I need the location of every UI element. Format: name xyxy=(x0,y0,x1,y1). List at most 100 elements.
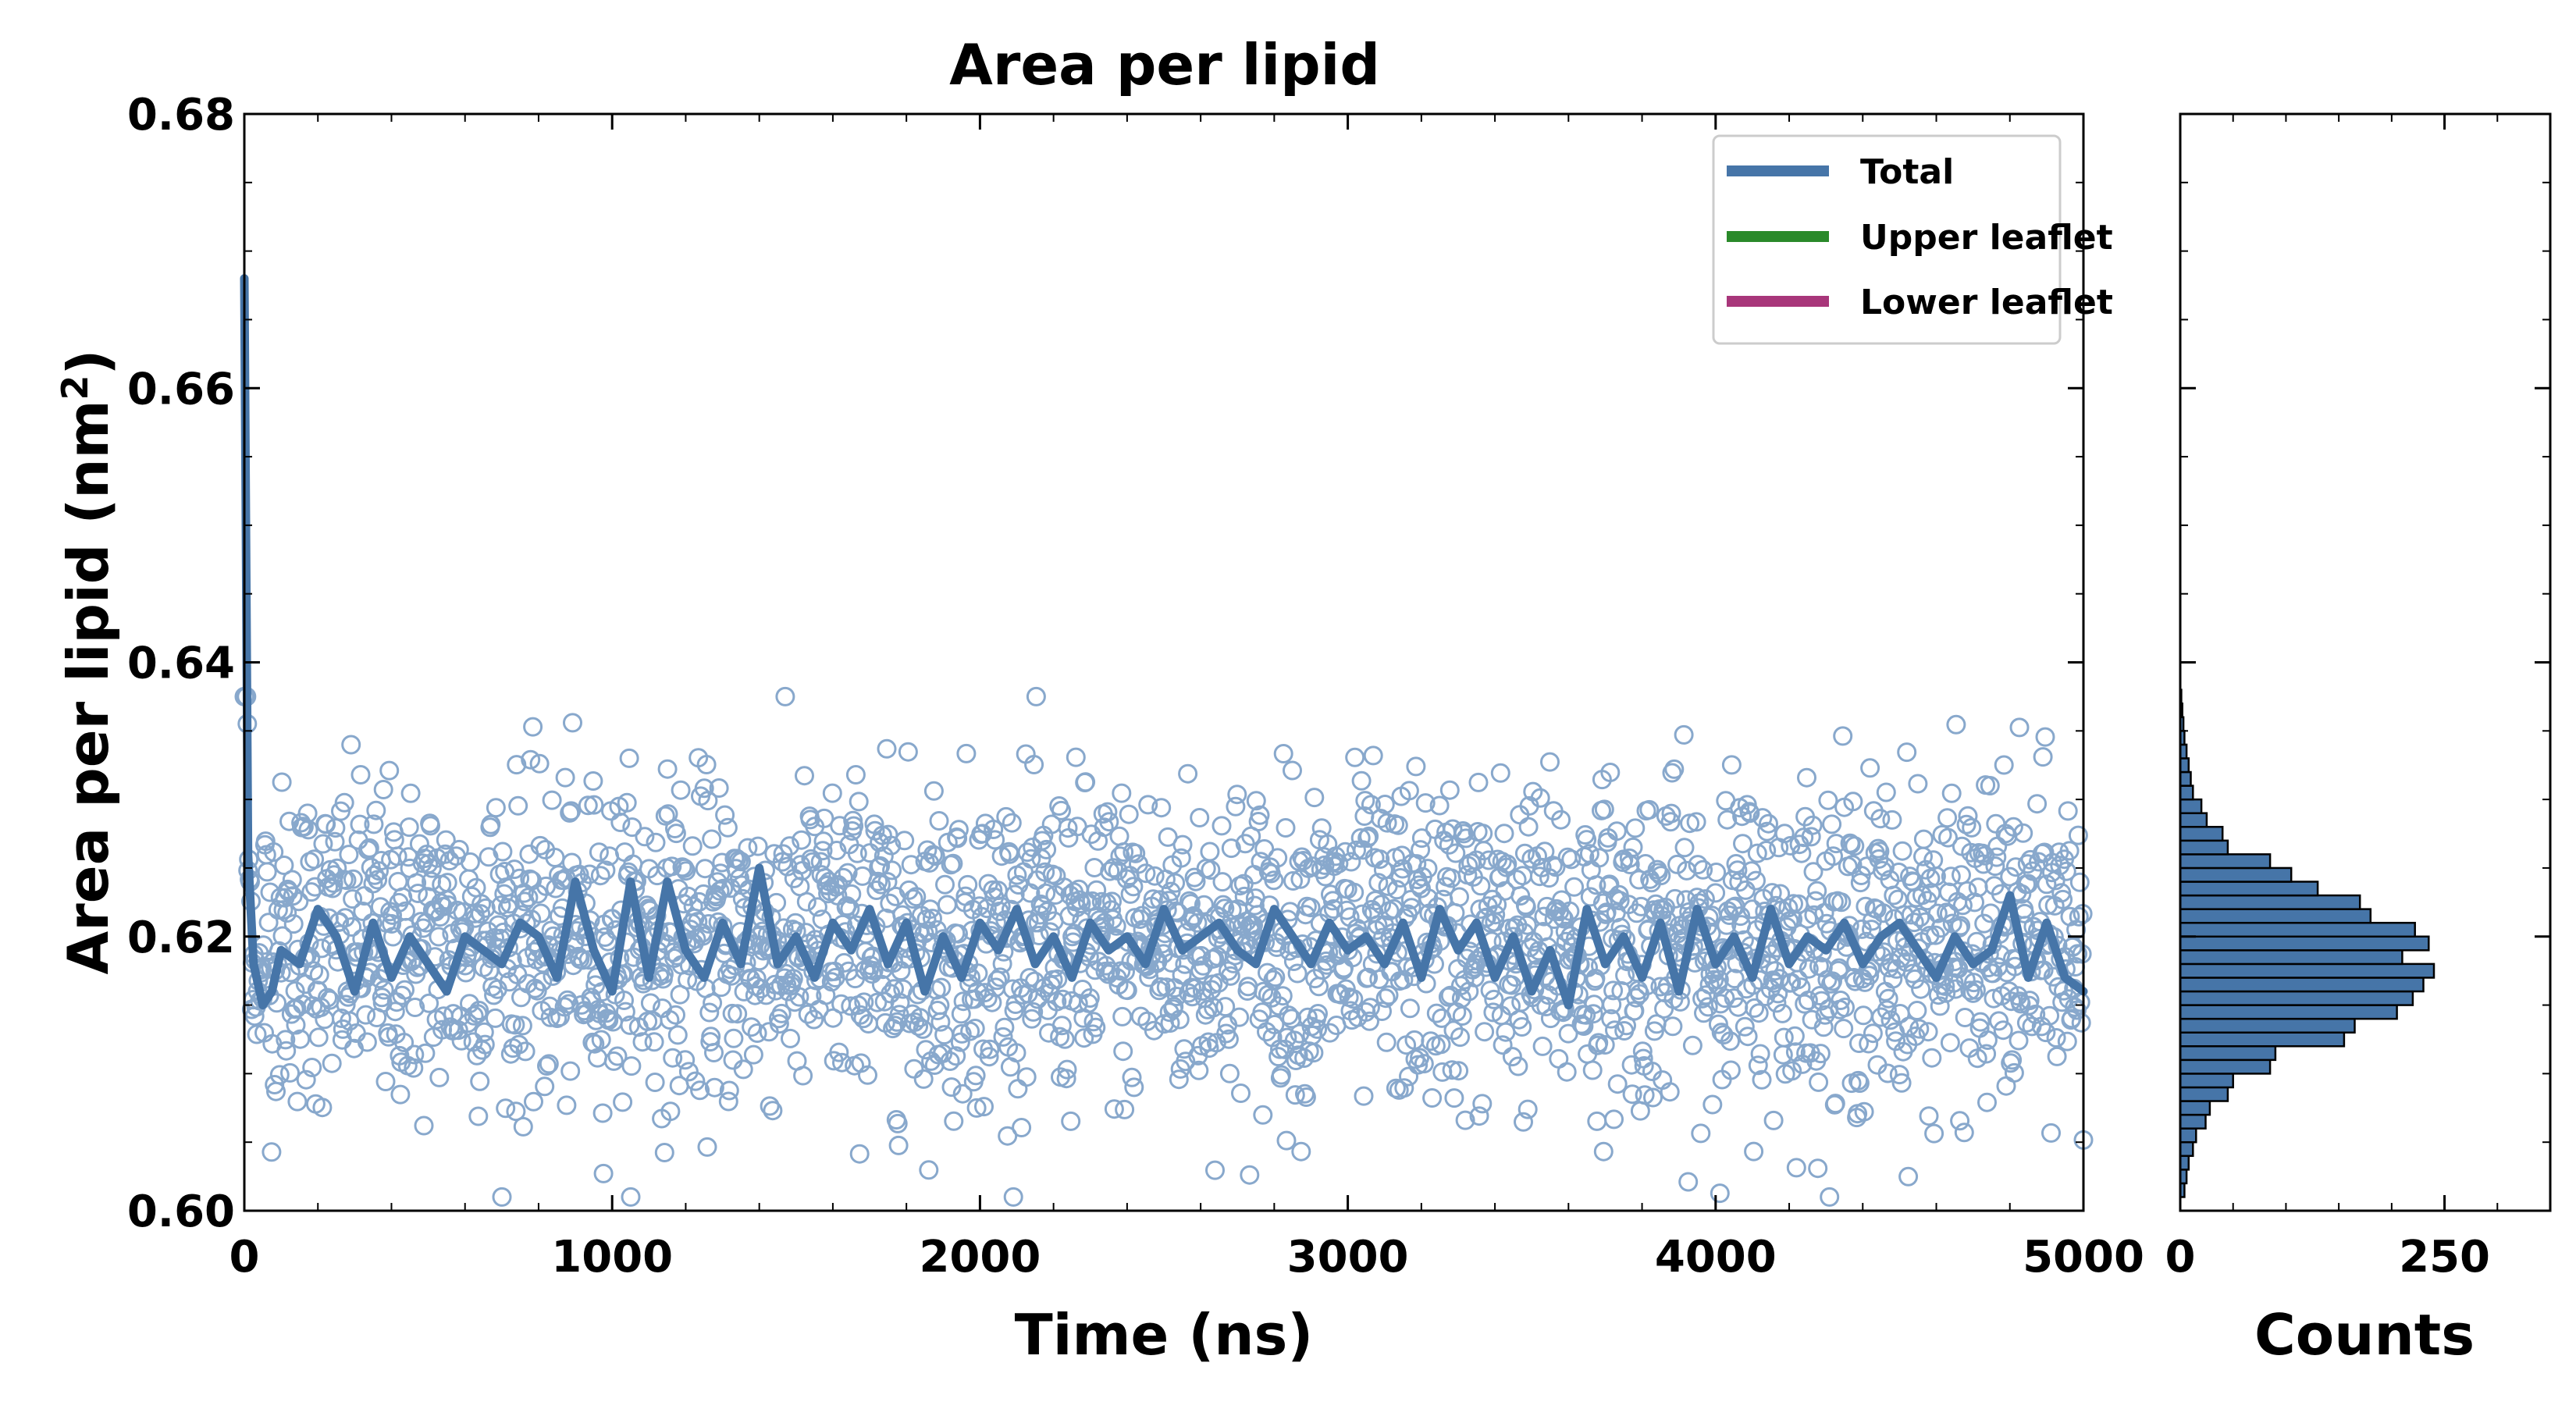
scatter-point xyxy=(771,1003,792,1023)
scatter-point xyxy=(1483,1002,1503,1023)
scatter-point xyxy=(1904,913,1924,933)
scatter-point xyxy=(1709,970,1729,990)
scatter-point xyxy=(555,767,575,788)
scatter-point xyxy=(1695,889,1715,909)
scatter-point xyxy=(1699,974,1720,994)
scatter-point xyxy=(1930,996,1950,1016)
scatter-point xyxy=(1375,795,1395,814)
scatter-point xyxy=(309,965,329,985)
scatter-point xyxy=(621,1056,642,1076)
scatter-point xyxy=(1375,988,1396,1009)
scatter-point xyxy=(895,831,915,851)
scatter-point xyxy=(369,861,389,881)
scatter-point xyxy=(1066,747,1086,767)
scatter-point xyxy=(2053,889,2073,909)
scatter-point xyxy=(359,838,379,858)
scatter-point xyxy=(1724,969,1745,989)
scatter-point xyxy=(1896,952,1916,972)
histogram-bar xyxy=(2179,798,2203,814)
scatter-point xyxy=(2018,874,2038,894)
scatter-point xyxy=(1782,1061,1802,1081)
scatter-point xyxy=(1602,994,1622,1015)
scatter-point xyxy=(1964,973,1984,993)
scatter-point xyxy=(696,755,717,774)
y-axis-label: Area per lipid (nm2) xyxy=(54,350,121,975)
scatter-point xyxy=(1996,1076,2016,1096)
scatter-point xyxy=(331,1009,351,1028)
scatter-point xyxy=(596,860,616,881)
scatter-point xyxy=(646,832,666,852)
scatter-point xyxy=(1112,1006,1133,1027)
scatter-point xyxy=(342,917,362,937)
scatter-point xyxy=(1974,913,1994,934)
scatter-point xyxy=(334,792,354,813)
scatter-point xyxy=(1059,827,1079,848)
scatter-point xyxy=(1892,841,1912,861)
scatter-point xyxy=(1706,863,1727,882)
scatter-point xyxy=(704,1077,724,1098)
scatter-point xyxy=(474,1022,494,1042)
scatter-point xyxy=(486,798,506,818)
scatter-point xyxy=(282,870,302,890)
scatter-point xyxy=(1421,1031,1441,1051)
scatter-point xyxy=(1648,863,1668,883)
scatter-point xyxy=(1283,871,1303,891)
scatter-point xyxy=(953,991,973,1012)
scatter-point xyxy=(590,866,610,886)
x-tick-label: 3000 xyxy=(1287,1232,1409,1283)
scatter-point xyxy=(632,1032,653,1052)
scatter-point xyxy=(1200,841,1220,862)
scatter-point xyxy=(1514,1112,1533,1132)
scatter-point xyxy=(858,1065,877,1085)
scatter-point xyxy=(667,1025,688,1045)
scatter-point xyxy=(1019,968,1040,987)
scatter-point xyxy=(1263,970,1283,990)
scatter-point xyxy=(1744,1141,1764,1162)
scatter-point xyxy=(1733,834,1752,854)
scatter-point xyxy=(537,1056,557,1076)
scatter-point xyxy=(1426,1003,1446,1023)
scatter-point xyxy=(703,993,723,1013)
histogram-x-axis-label: Counts xyxy=(2254,1302,2475,1368)
scatter-point xyxy=(1905,969,1925,989)
scatter-point xyxy=(1878,988,1898,1009)
scatter-point xyxy=(951,1004,971,1024)
scatter-point xyxy=(1190,960,1211,980)
scatter-point xyxy=(1977,1030,1998,1050)
scatter-point xyxy=(724,1028,744,1048)
scatter-point xyxy=(1215,898,1235,919)
scatter-point xyxy=(984,820,1004,839)
scatter-point xyxy=(998,1126,1018,1146)
scatter-point xyxy=(1639,799,1660,820)
scatter-point xyxy=(1977,1092,1997,1112)
scatter-point xyxy=(709,778,729,798)
scatter-point xyxy=(1231,1083,1251,1103)
scatter-point xyxy=(1171,848,1191,868)
scatter-point xyxy=(1924,1123,1944,1144)
scatter-point xyxy=(1021,849,1041,869)
scatter-point xyxy=(854,992,874,1012)
scatter-point xyxy=(311,938,332,959)
scatter-point xyxy=(821,972,841,992)
scatter-point xyxy=(1738,1027,1758,1047)
histogram-bar xyxy=(2179,785,2194,801)
scatter-point xyxy=(913,1069,934,1089)
scatter-point xyxy=(1144,1020,1164,1041)
scatter-point xyxy=(1767,993,1787,1013)
scatter-point xyxy=(1297,1007,1318,1027)
scatter-point xyxy=(1490,763,1510,783)
scatter-point xyxy=(1898,1166,1919,1187)
scatter-point xyxy=(1051,800,1071,820)
scatter-point xyxy=(429,1067,450,1087)
scatter-point xyxy=(283,886,303,906)
scatter-point xyxy=(704,1043,724,1062)
scatter-point xyxy=(813,841,833,861)
scatter-point xyxy=(1450,887,1469,907)
scatter-point xyxy=(676,861,696,881)
legend-box xyxy=(1712,134,2062,345)
scatter-point xyxy=(722,1003,742,1023)
scatter-point xyxy=(830,816,850,836)
scatter-point xyxy=(460,852,480,872)
scatter-point xyxy=(313,834,333,854)
scatter-point xyxy=(733,1059,753,1080)
